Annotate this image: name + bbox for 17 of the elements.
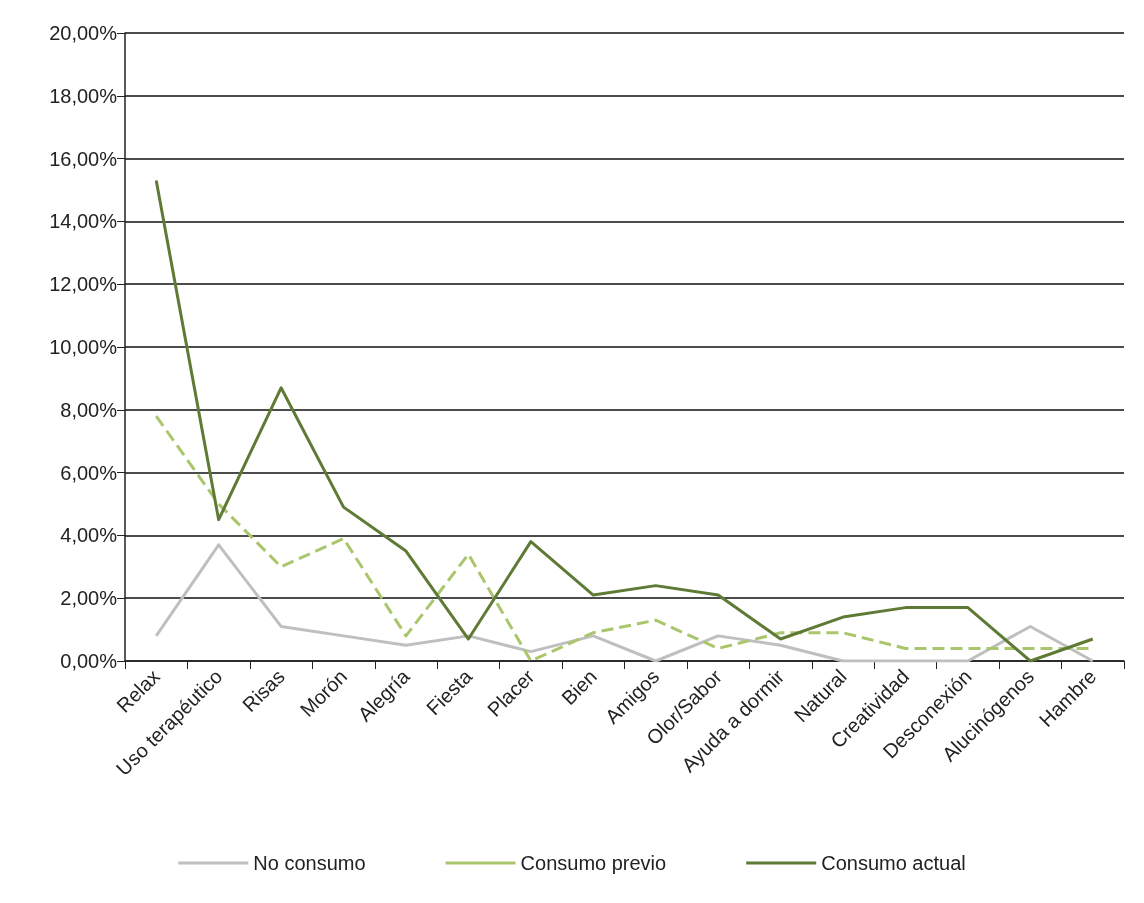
- y-tick-label: 16,00%: [49, 147, 118, 170]
- legend-label: Consumo previo: [520, 852, 667, 874]
- y-tick-label: 12,00%: [49, 273, 118, 296]
- y-tick-label: 18,00%: [49, 84, 118, 107]
- y-tick-label: 6,00%: [60, 461, 118, 484]
- y-tick-label: 10,00%: [49, 336, 118, 358]
- x-tick-label: Bien: [557, 665, 602, 710]
- legend-label: No consumo: [253, 852, 366, 874]
- y-tick-label: 14,00%: [49, 210, 118, 233]
- legend-label: Consumo actual: [821, 852, 966, 874]
- y-tick-label: 4,00%: [60, 524, 118, 547]
- y-tick-label: 8,00%: [60, 398, 118, 421]
- y-tick-label: 0,00%: [60, 650, 118, 672]
- line-series: [154, 179, 1095, 663]
- line-series: [154, 543, 1095, 663]
- y-tick-label: 2,00%: [60, 587, 118, 610]
- y-tick-label: 20,00%: [49, 22, 118, 44]
